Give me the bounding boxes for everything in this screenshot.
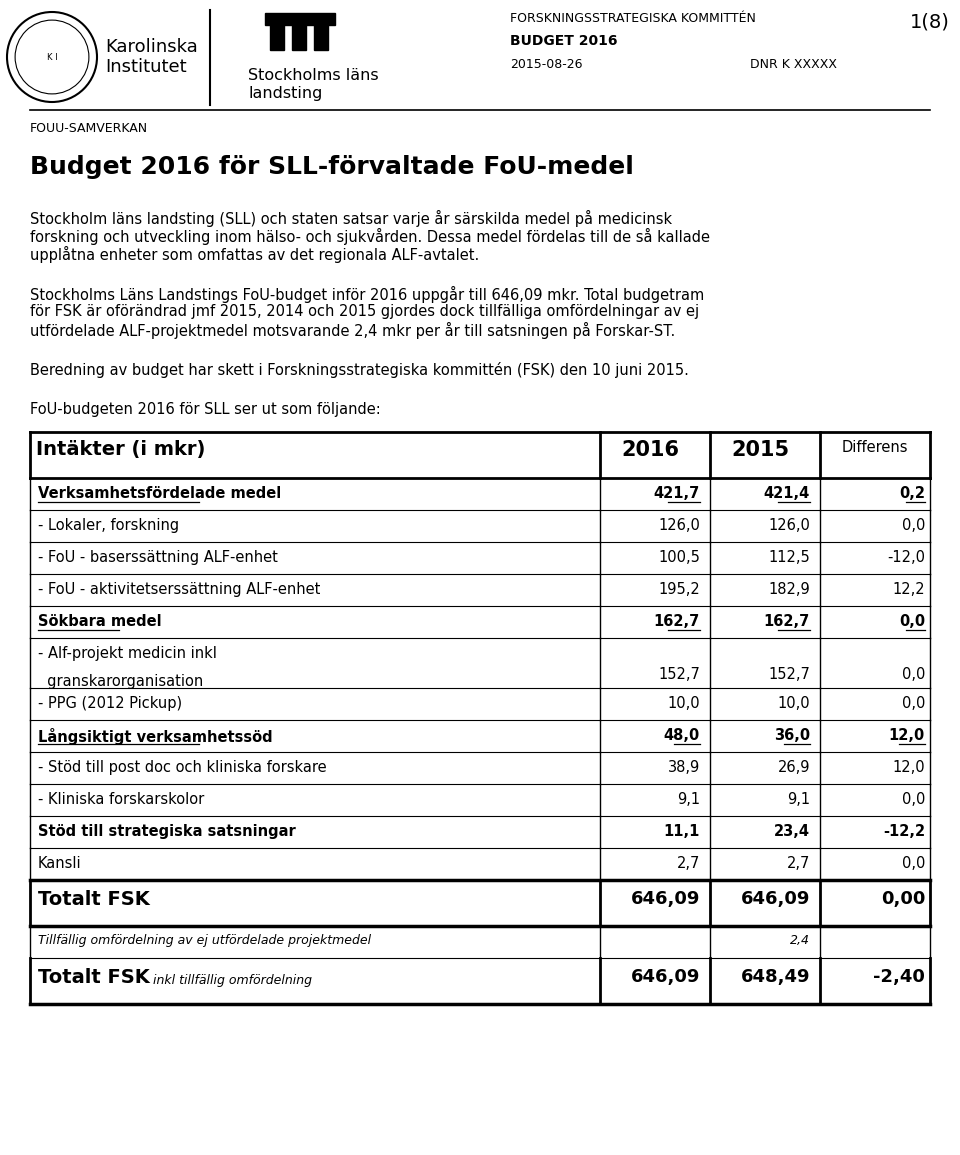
Text: Beredning av budget har skett i Forskningsstrategiska kommittén (FSK) den 10 jun: Beredning av budget har skett i Forsknin… — [30, 362, 689, 378]
Text: FoU-budgeten 2016 för SLL ser ut som följande:: FoU-budgeten 2016 för SLL ser ut som föl… — [30, 402, 381, 417]
Text: Karolinska: Karolinska — [105, 38, 198, 55]
Text: granskarorganisation: granskarorganisation — [38, 675, 204, 690]
Text: 421,4: 421,4 — [764, 486, 810, 501]
Text: 195,2: 195,2 — [659, 582, 700, 597]
Text: 152,7: 152,7 — [659, 666, 700, 681]
Text: 0,0: 0,0 — [901, 666, 925, 681]
Text: 38,9: 38,9 — [668, 760, 700, 775]
Text: - Alf-projekt medicin inkl: - Alf-projekt medicin inkl — [38, 646, 217, 661]
Text: 126,0: 126,0 — [768, 517, 810, 532]
Text: 2,7: 2,7 — [677, 856, 700, 871]
Text: 2015-08-26: 2015-08-26 — [510, 58, 583, 70]
Text: upplåtna enheter som omfattas av det regionala ALF-avtalet.: upplåtna enheter som omfattas av det reg… — [30, 246, 479, 263]
Text: 182,9: 182,9 — [768, 582, 810, 597]
Text: -12,2: -12,2 — [883, 824, 925, 839]
Text: - Lokaler, forskning: - Lokaler, forskning — [38, 517, 180, 532]
Text: Differens: Differens — [842, 440, 908, 455]
Text: - PPG (2012 Pickup): - PPG (2012 Pickup) — [38, 696, 182, 711]
Text: inkl tillfällig omfördelning: inkl tillfällig omfördelning — [153, 974, 312, 988]
Text: 646,09: 646,09 — [631, 968, 700, 986]
Bar — [314, 20, 328, 50]
Text: 0,0: 0,0 — [901, 792, 925, 807]
Text: 36,0: 36,0 — [774, 728, 810, 743]
Text: Intäkter (i mkr): Intäkter (i mkr) — [36, 440, 205, 459]
Text: 9,1: 9,1 — [677, 792, 700, 807]
Text: Institutet: Institutet — [105, 58, 186, 76]
Text: 23,4: 23,4 — [774, 824, 810, 839]
Text: 112,5: 112,5 — [768, 550, 810, 565]
Text: 646,09: 646,09 — [740, 891, 810, 908]
Text: Kansli: Kansli — [38, 856, 82, 871]
Text: 12,0: 12,0 — [889, 728, 925, 743]
Bar — [265, 13, 335, 25]
Text: 126,0: 126,0 — [659, 517, 700, 532]
Text: 11,1: 11,1 — [663, 824, 700, 839]
Text: 10,0: 10,0 — [667, 696, 700, 711]
Text: 162,7: 162,7 — [654, 614, 700, 629]
Text: landsting: landsting — [248, 85, 323, 100]
Text: 0,0: 0,0 — [901, 856, 925, 871]
Text: forskning och utveckling inom hälso- och sjukvården. Dessa medel fördelas till d: forskning och utveckling inom hälso- och… — [30, 228, 710, 245]
Text: 26,9: 26,9 — [778, 760, 810, 775]
Text: Stöd till strategiska satsningar: Stöd till strategiska satsningar — [38, 824, 296, 839]
Text: Stockholm läns landsting (SLL) och staten satsar varje år särskilda medel på med: Stockholm läns landsting (SLL) och state… — [30, 210, 672, 228]
Text: 100,5: 100,5 — [659, 550, 700, 565]
Text: Totalt FSK: Totalt FSK — [38, 891, 150, 909]
Text: BUDGET 2016: BUDGET 2016 — [510, 33, 617, 49]
Text: - FoU - aktivitetserssättning ALF-enhet: - FoU - aktivitetserssättning ALF-enhet — [38, 582, 321, 597]
Text: Långsiktigt verksamhetssöd: Långsiktigt verksamhetssöd — [38, 728, 273, 745]
Text: 152,7: 152,7 — [768, 666, 810, 681]
Text: FOUU-SAMVERKAN: FOUU-SAMVERKAN — [30, 122, 148, 135]
Text: Stockholms läns: Stockholms läns — [248, 68, 378, 83]
Text: 9,1: 9,1 — [787, 792, 810, 807]
Text: 648,49: 648,49 — [740, 968, 810, 986]
Text: - Kliniska forskarskolor: - Kliniska forskarskolor — [38, 792, 204, 807]
Text: K I: K I — [47, 52, 58, 61]
Text: utfördelade ALF-projektmedel motsvarande 2,4 mkr per år till satsningen på Forsk: utfördelade ALF-projektmedel motsvarande… — [30, 322, 675, 340]
Text: Sökbara medel: Sökbara medel — [38, 614, 161, 629]
Bar — [292, 20, 306, 50]
Text: Verksamhetsfördelade medel: Verksamhetsfördelade medel — [38, 486, 281, 501]
Text: 2,4: 2,4 — [790, 934, 810, 947]
Text: DNR K XXXXX: DNR K XXXXX — [750, 58, 837, 70]
Text: Stockholms Läns Landstings FoU-budget inför 2016 uppgår till 646,09 mkr. Total b: Stockholms Läns Landstings FoU-budget in… — [30, 286, 705, 303]
Bar — [270, 20, 284, 50]
Text: 0,2: 0,2 — [899, 486, 925, 501]
Text: 0,0: 0,0 — [901, 517, 925, 532]
Text: 0,0: 0,0 — [901, 696, 925, 711]
Text: 2,7: 2,7 — [786, 856, 810, 871]
Text: Budget 2016 för SLL-förvaltade FoU-medel: Budget 2016 för SLL-förvaltade FoU-medel — [30, 155, 634, 179]
Text: 0,0: 0,0 — [899, 614, 925, 629]
Text: 1(8): 1(8) — [910, 12, 949, 31]
Text: 2015: 2015 — [731, 440, 789, 460]
Text: för FSK är oförändrad jmf 2015, 2014 och 2015 gjordes dock tillfälliga omfördeln: för FSK är oförändrad jmf 2015, 2014 och… — [30, 304, 699, 319]
Text: -2,40: -2,40 — [874, 968, 925, 986]
Text: -12,0: -12,0 — [887, 550, 925, 565]
Text: 48,0: 48,0 — [663, 728, 700, 743]
Text: 646,09: 646,09 — [631, 891, 700, 908]
Text: - Stöd till post doc och kliniska forskare: - Stöd till post doc och kliniska forska… — [38, 760, 326, 775]
Text: 421,7: 421,7 — [654, 486, 700, 501]
Text: 12,0: 12,0 — [893, 760, 925, 775]
Text: 10,0: 10,0 — [778, 696, 810, 711]
Text: 162,7: 162,7 — [764, 614, 810, 629]
Text: Totalt FSK: Totalt FSK — [38, 968, 150, 988]
Text: - FoU - baserssättning ALF-enhet: - FoU - baserssättning ALF-enhet — [38, 550, 277, 565]
Text: FORSKNINGSSTRATEGISKA KOMMITTÉN: FORSKNINGSSTRATEGISKA KOMMITTÉN — [510, 12, 756, 25]
Text: 2016: 2016 — [621, 440, 679, 460]
Text: 12,2: 12,2 — [893, 582, 925, 597]
Text: 0,00: 0,00 — [880, 891, 925, 908]
Text: Tillfällig omfördelning av ej utfördelade projektmedel: Tillfällig omfördelning av ej utfördelad… — [38, 934, 372, 947]
